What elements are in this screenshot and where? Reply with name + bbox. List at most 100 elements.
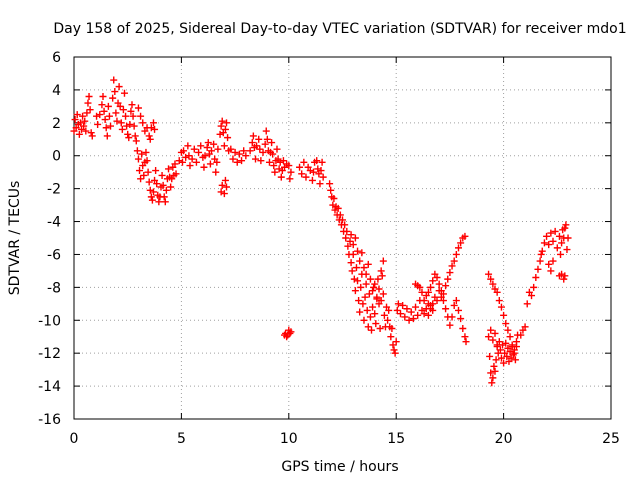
data-point bbox=[300, 158, 308, 166]
data-point bbox=[462, 338, 470, 346]
data-point bbox=[192, 158, 200, 166]
data-point bbox=[214, 145, 222, 153]
data-point bbox=[346, 237, 354, 245]
data-point bbox=[446, 269, 454, 277]
data-point bbox=[362, 280, 370, 288]
data-point bbox=[388, 325, 396, 332]
data-point bbox=[409, 315, 417, 323]
data-point bbox=[165, 165, 173, 173]
data-point bbox=[396, 310, 404, 318]
data-point bbox=[564, 234, 572, 242]
data-point bbox=[152, 167, 160, 175]
data-point bbox=[374, 275, 382, 283]
y-tick-label: -12 bbox=[38, 346, 61, 362]
data-point bbox=[452, 297, 460, 305]
data-point bbox=[562, 221, 570, 229]
data-point bbox=[319, 173, 327, 181]
data-point bbox=[161, 198, 169, 206]
data-point bbox=[492, 356, 500, 364]
data-point bbox=[545, 260, 553, 268]
data-point bbox=[420, 297, 428, 305]
data-point bbox=[158, 171, 166, 179]
data-point bbox=[102, 124, 110, 132]
y-tick-label: -14 bbox=[38, 379, 61, 395]
data-point bbox=[217, 188, 225, 196]
data-point bbox=[448, 313, 456, 321]
chart-title: Day 158 of 2025, Sidereal Day-to-day VTE… bbox=[53, 21, 626, 37]
data-point bbox=[485, 270, 493, 278]
data-point bbox=[314, 165, 322, 173]
data-point bbox=[255, 135, 263, 143]
data-point bbox=[145, 132, 153, 140]
y-axis-label: SDTVAR / TECUs bbox=[7, 181, 23, 296]
data-point bbox=[496, 346, 504, 354]
data-point bbox=[446, 321, 454, 329]
data-point bbox=[117, 119, 125, 127]
data-point bbox=[429, 277, 437, 285]
data-point bbox=[210, 140, 218, 148]
data-point bbox=[385, 306, 393, 314]
data-point bbox=[350, 275, 358, 283]
data-point bbox=[285, 162, 293, 170]
data-point bbox=[389, 341, 397, 349]
data-point bbox=[137, 175, 145, 183]
data-point bbox=[224, 134, 232, 142]
data-point bbox=[491, 367, 499, 375]
data-point bbox=[424, 288, 432, 296]
data-point bbox=[257, 157, 265, 165]
data-point bbox=[373, 293, 381, 301]
data-point bbox=[495, 297, 503, 305]
data-point bbox=[377, 267, 385, 275]
data-point bbox=[330, 195, 338, 203]
data-point bbox=[358, 249, 366, 257]
data-point bbox=[316, 180, 324, 188]
data-point bbox=[103, 132, 111, 140]
data-point bbox=[486, 352, 494, 360]
data-point bbox=[317, 167, 325, 175]
data-point bbox=[355, 297, 363, 305]
data-point bbox=[532, 273, 540, 281]
data-point bbox=[204, 139, 212, 147]
data-point bbox=[534, 265, 542, 273]
data-point bbox=[313, 157, 321, 165]
data-point bbox=[356, 308, 364, 316]
data-point bbox=[392, 338, 400, 346]
data-point bbox=[149, 119, 157, 127]
data-point bbox=[206, 160, 214, 168]
data-point bbox=[167, 183, 175, 191]
data-point bbox=[493, 288, 501, 296]
data-point bbox=[393, 306, 401, 314]
data-point bbox=[271, 168, 279, 176]
data-point bbox=[407, 308, 415, 316]
y-tick-label: -10 bbox=[38, 313, 61, 329]
data-point bbox=[422, 305, 430, 313]
data-point bbox=[361, 293, 369, 301]
data-point bbox=[96, 111, 104, 119]
data-point bbox=[549, 257, 557, 265]
data-point bbox=[279, 157, 287, 165]
data-point bbox=[287, 168, 295, 176]
data-point bbox=[221, 125, 229, 133]
data-point bbox=[489, 374, 497, 382]
data-point bbox=[127, 107, 135, 115]
data-point bbox=[399, 301, 407, 309]
data-point bbox=[221, 176, 229, 184]
data-point bbox=[334, 204, 342, 212]
data-point bbox=[235, 150, 243, 158]
data-point bbox=[489, 336, 497, 344]
data-point bbox=[357, 283, 365, 291]
data-point bbox=[424, 311, 432, 319]
data-point bbox=[268, 139, 276, 147]
data-point bbox=[365, 290, 373, 298]
data-point bbox=[369, 303, 377, 311]
data-point bbox=[497, 303, 505, 311]
data-point bbox=[493, 341, 501, 349]
data-point bbox=[379, 257, 387, 265]
data-point bbox=[530, 283, 538, 291]
data-point bbox=[82, 127, 90, 135]
data-point bbox=[439, 297, 447, 305]
data-point bbox=[349, 250, 357, 258]
data-point bbox=[488, 379, 496, 387]
data-point bbox=[487, 275, 495, 283]
data-point bbox=[540, 239, 548, 247]
